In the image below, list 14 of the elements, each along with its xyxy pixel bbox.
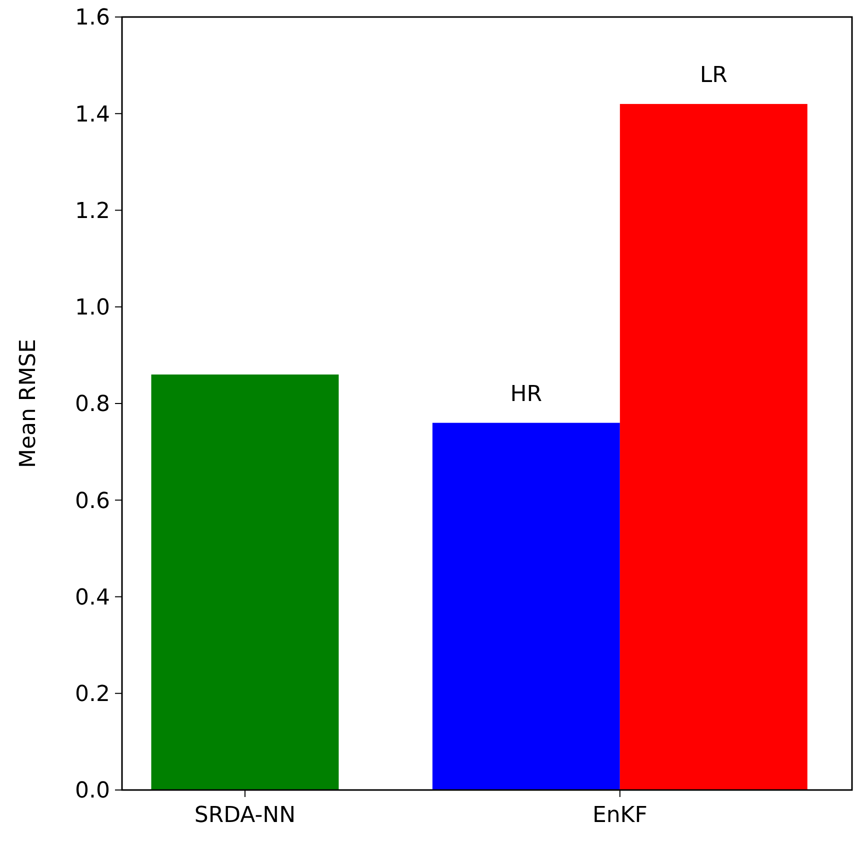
x-tick-label: EnKF [592, 803, 648, 828]
series-label: HR [510, 382, 542, 407]
y-tick-label: 0.6 [75, 488, 110, 514]
y-tick-label: 0.0 [75, 778, 110, 804]
series-label: LR [700, 62, 728, 88]
y-tick-label: 0.4 [75, 585, 110, 610]
y-tick-label: 0.8 [75, 392, 110, 418]
y-tick-label: 1.4 [75, 102, 110, 128]
x-tick-label: SRDA-NN [194, 803, 296, 828]
y-tick-label: 1.6 [75, 6, 110, 31]
y-tick-label: 0.2 [75, 682, 110, 708]
y-tick-label: 1.2 [75, 198, 110, 224]
y-axis-title: Mean RMSE [16, 338, 41, 468]
y-tick-label: 1.0 [75, 296, 110, 321]
